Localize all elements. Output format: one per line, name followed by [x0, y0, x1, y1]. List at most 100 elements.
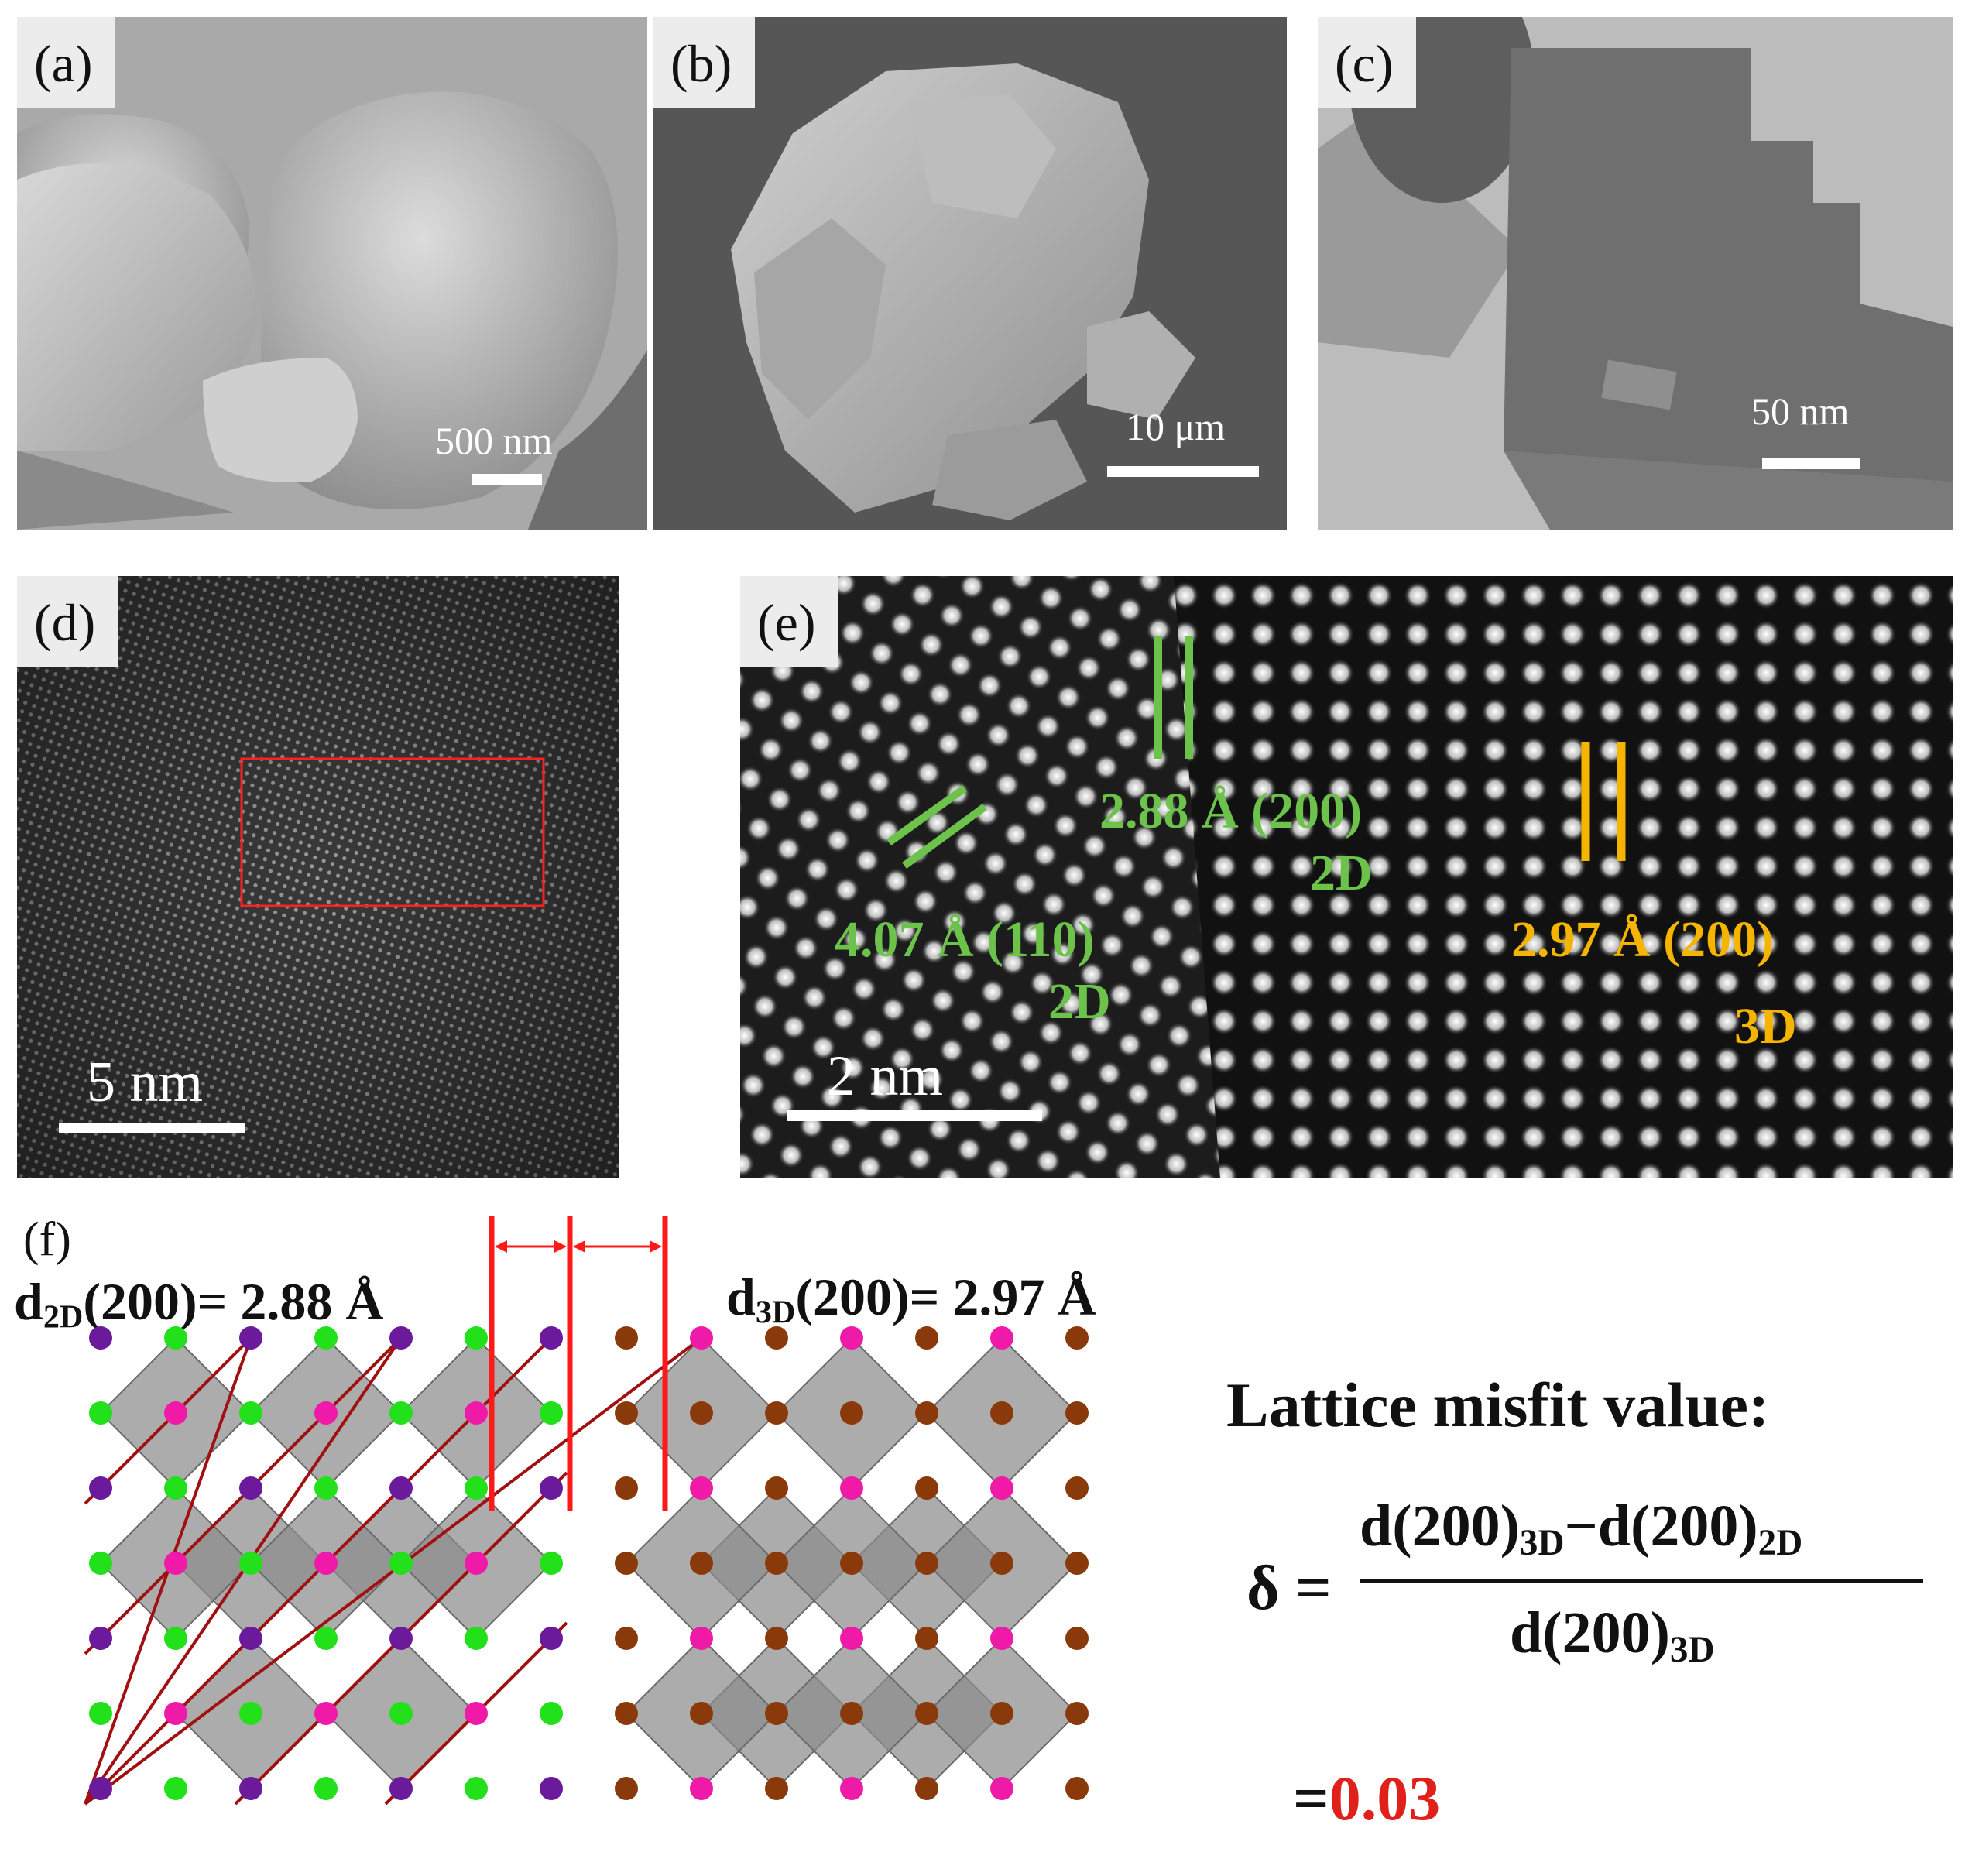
atom-3d — [1065, 1476, 1089, 1500]
atom-3d — [615, 1777, 638, 1800]
atom-3d — [915, 1627, 938, 1650]
atom-3d — [765, 1777, 788, 1800]
spacing-arrowhead — [573, 1240, 585, 1253]
numerator-d2d-subscript: 2D — [1758, 1522, 1803, 1563]
zoom-region-box — [240, 757, 545, 907]
panel-a-scale-label: 500 nm — [435, 419, 553, 462]
atom-2d — [89, 1401, 112, 1425]
atom-2d — [239, 1552, 262, 1575]
misfit-title: Lattice misfit value: — [1226, 1370, 1770, 1440]
atom-3d — [990, 1552, 1013, 1575]
atom-3d — [615, 1627, 638, 1650]
panel-f-tag: (f) — [23, 1213, 71, 1266]
atom-2d — [314, 1627, 338, 1650]
atom-3d — [840, 1326, 863, 1350]
panel-c-scale-bar — [1762, 458, 1860, 469]
atom-2d — [465, 1552, 488, 1575]
atom-3d — [690, 1702, 713, 1725]
atom-3d — [690, 1476, 713, 1500]
atom-2d — [89, 1326, 112, 1350]
atom-3d — [1065, 1552, 1089, 1575]
numerator-d3d: d(200) — [1360, 1494, 1520, 1559]
spacing-arrowhead — [495, 1240, 507, 1253]
numerator-minus: − — [1564, 1494, 1598, 1559]
atom-2d — [239, 1326, 262, 1350]
d2d-prefix: d — [14, 1272, 43, 1331]
atom-2d — [540, 1326, 563, 1350]
atom-3d — [1065, 1627, 1089, 1650]
panel-d-tag: (d) — [17, 576, 119, 667]
atom-2d — [89, 1552, 112, 1575]
atom-3d — [840, 1627, 863, 1650]
atom-2d — [465, 1326, 488, 1350]
d2d-subscript: 2D — [43, 1298, 84, 1336]
label-110-spacing: 4.07 Å (110) — [835, 911, 1095, 968]
atom-2d — [314, 1326, 338, 1350]
atom-2d — [314, 1401, 338, 1425]
atom-3d — [1065, 1702, 1089, 1725]
atom-3d — [690, 1326, 713, 1350]
atom-3d — [690, 1552, 713, 1575]
atom-3d — [990, 1702, 1013, 1725]
atom-3d — [1065, 1326, 1089, 1350]
d2d-label: d2D(200)= 2.88 Å — [14, 1271, 384, 1336]
atom-2d — [389, 1552, 413, 1575]
atom-2d — [540, 1627, 563, 1650]
atom-3d — [840, 1702, 863, 1725]
label-200-3d-phase: 3D — [1734, 998, 1797, 1055]
atom-3d — [915, 1476, 938, 1500]
atom-3d — [615, 1702, 638, 1725]
d3d-value: (200)= 2.97 Å — [795, 1267, 1096, 1326]
atom-3d — [915, 1552, 938, 1575]
panel-e-tag: (e) — [740, 576, 839, 667]
atom-3d — [765, 1401, 788, 1425]
panel-e: (e) 4.07 Å (110) 2D 2.88 Å (200) 2D 2.97… — [740, 576, 1953, 1178]
atom-2d — [164, 1326, 187, 1350]
atom-3d — [615, 1401, 638, 1425]
atom-3d — [615, 1552, 638, 1575]
atom-2d — [389, 1401, 413, 1425]
panel-c-scale-label: 50 nm — [1751, 389, 1850, 433]
atom-2d — [465, 1401, 488, 1425]
atom-3d — [990, 1476, 1013, 1500]
tem-image-c — [1318, 17, 1953, 530]
delta-symbol: δ = — [1247, 1552, 1332, 1623]
atom-2d — [540, 1476, 563, 1500]
sem-image-b — [653, 17, 1287, 530]
hrtem-image-e — [740, 576, 1953, 1178]
formula-numerator: d(200)3D−d(200)2D — [1360, 1493, 1802, 1564]
atom-2d — [314, 1476, 338, 1500]
crystal-structure-diagram — [84, 1216, 1089, 1806]
panel-b-scale-label: 10 μm — [1126, 405, 1226, 448]
atom-3d — [1065, 1777, 1089, 1800]
result-value: 0.03 — [1329, 1763, 1441, 1833]
atom-3d — [840, 1476, 863, 1500]
atom-2d — [389, 1702, 413, 1725]
fraction-bar — [1360, 1579, 1923, 1583]
atom-3d — [615, 1476, 638, 1500]
panel-a-scale-bar — [472, 474, 542, 485]
atom-2d — [239, 1777, 262, 1800]
atom-2d — [389, 1777, 413, 1800]
atom-3d — [990, 1777, 1013, 1800]
atom-3d — [840, 1552, 863, 1575]
atom-3d — [615, 1326, 638, 1350]
atom-2d — [314, 1552, 338, 1575]
atom-2d — [465, 1476, 488, 1500]
atom-2d — [164, 1476, 187, 1500]
panel-b-scale-bar — [1107, 466, 1259, 477]
atom-3d — [915, 1401, 938, 1425]
atom-2d — [89, 1777, 112, 1800]
atom-2d — [540, 1777, 563, 1800]
panel-c-tag: (c) — [1318, 17, 1417, 108]
atom-2d — [89, 1627, 112, 1650]
atom-3d — [765, 1627, 788, 1650]
atom-2d — [540, 1702, 563, 1725]
d3d-prefix: d — [726, 1267, 756, 1326]
d2d-value: (200)= 2.88 Å — [83, 1272, 384, 1331]
atom-2d — [239, 1476, 262, 1500]
panel-a-tag: (a) — [17, 17, 116, 108]
panel-d: (d) 5 nm — [17, 576, 619, 1178]
atom-3d — [765, 1476, 788, 1500]
misfit-result: =0.03 — [1293, 1762, 1440, 1835]
